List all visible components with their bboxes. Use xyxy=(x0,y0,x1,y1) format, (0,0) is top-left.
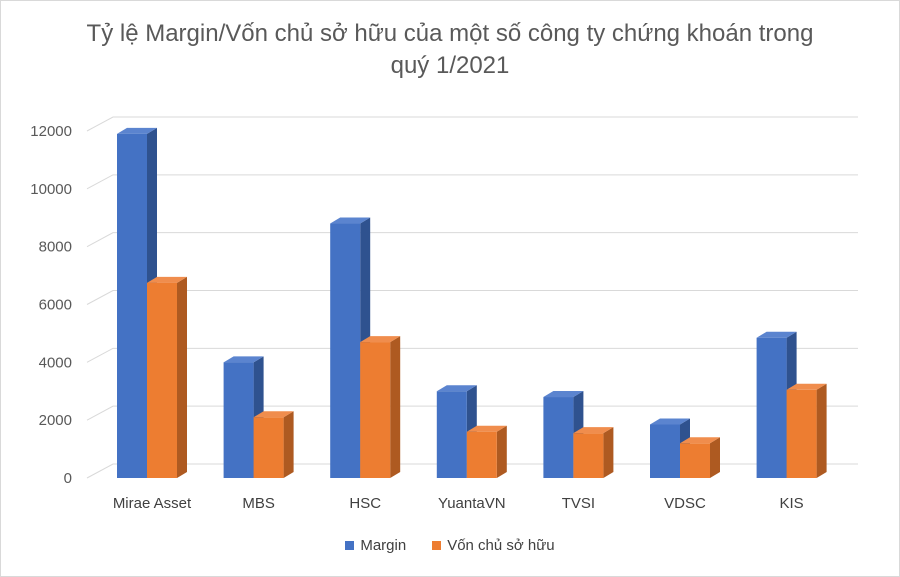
legend-item-von-chu-so-huu: Vốn chủ sở hữu xyxy=(432,537,555,554)
bar-top xyxy=(360,336,401,343)
bar-front xyxy=(650,424,680,478)
x-tick-label: Mirae Asset xyxy=(113,495,192,512)
bar-top xyxy=(543,391,584,398)
legend-label-margin: Margin xyxy=(360,537,407,554)
legend-item-margin: Margin xyxy=(345,537,406,554)
bar-front xyxy=(466,431,497,478)
y-tick-label: 8000 xyxy=(39,239,72,256)
y-tick-label: 10000 xyxy=(30,181,72,198)
bar-von-chu-so-huu xyxy=(680,437,720,478)
bar-top xyxy=(330,217,371,224)
bar-front xyxy=(147,282,177,478)
x-tick-label: HSC xyxy=(349,495,381,512)
x-tick-label: TVSI xyxy=(562,495,595,512)
bar-von-chu-so-huu xyxy=(147,276,187,478)
legend: Margin Vốn chủ sở hữu xyxy=(0,537,900,554)
bar-front xyxy=(680,443,710,478)
chart-title-line-1: Tỷ lệ Margin/Vốn chủ sở hữu của một số c… xyxy=(86,20,814,47)
legend-label-von-chu-so-huu: Vốn chủ sở hữu xyxy=(447,537,555,554)
bar-front xyxy=(223,362,254,478)
gridline xyxy=(86,290,858,305)
bar-front xyxy=(436,391,467,478)
x-tick-label: YuantaVN xyxy=(438,495,506,512)
bar-von-chu-so-huu xyxy=(786,383,827,478)
bar-side xyxy=(390,336,401,478)
bar-front xyxy=(543,397,574,478)
bar-top xyxy=(147,276,187,283)
chart-title: Tỷ lệ Margin/Vốn chủ sở hữu của một số c… xyxy=(0,18,900,82)
bar-front xyxy=(330,223,361,478)
gridline xyxy=(86,116,858,132)
bar-top xyxy=(436,385,477,392)
bar-top xyxy=(650,418,690,425)
bar-von-chu-so-huu xyxy=(573,427,614,478)
bar-top xyxy=(117,127,157,134)
y-tick-label: 12000 xyxy=(30,123,72,140)
bar-von-chu-so-huu xyxy=(360,336,401,478)
bar-front xyxy=(756,337,787,478)
legend-swatch-margin xyxy=(345,541,355,550)
gridline xyxy=(86,405,858,421)
bar-front xyxy=(786,389,817,478)
gridline xyxy=(86,347,858,363)
y-tick-label: 2000 xyxy=(39,412,72,429)
bar-top xyxy=(466,425,507,432)
x-tick-label: VDSC xyxy=(664,495,706,512)
bar-front xyxy=(253,417,284,478)
bar-side xyxy=(496,425,507,478)
bar-side xyxy=(177,276,187,478)
legend-swatch-von-chu-so-huu xyxy=(432,541,442,550)
bar-side xyxy=(283,411,294,478)
gridline xyxy=(86,174,858,190)
bar-top xyxy=(680,437,720,444)
bar-side xyxy=(603,427,614,478)
bar-front xyxy=(573,433,604,478)
x-tick-label: MBS xyxy=(242,495,275,512)
bar-side xyxy=(710,437,720,478)
bar-top xyxy=(573,427,614,434)
y-tick-label: 0 xyxy=(64,470,72,487)
y-tick-label: 4000 xyxy=(39,354,72,371)
bar-side xyxy=(816,383,827,478)
bar-front xyxy=(117,133,147,478)
bar-top xyxy=(756,331,797,338)
bar-front xyxy=(360,342,391,478)
bar-top xyxy=(253,411,294,418)
x-tick-label: KIS xyxy=(780,495,804,512)
bar-von-chu-so-huu xyxy=(466,425,507,478)
bar-top xyxy=(786,383,827,390)
bar-top xyxy=(223,356,264,363)
y-tick-label: 6000 xyxy=(39,297,72,314)
chart-title-line-2: quý 1/2021 xyxy=(390,52,510,79)
bar-von-chu-so-huu xyxy=(253,411,294,478)
gridline xyxy=(86,232,858,248)
